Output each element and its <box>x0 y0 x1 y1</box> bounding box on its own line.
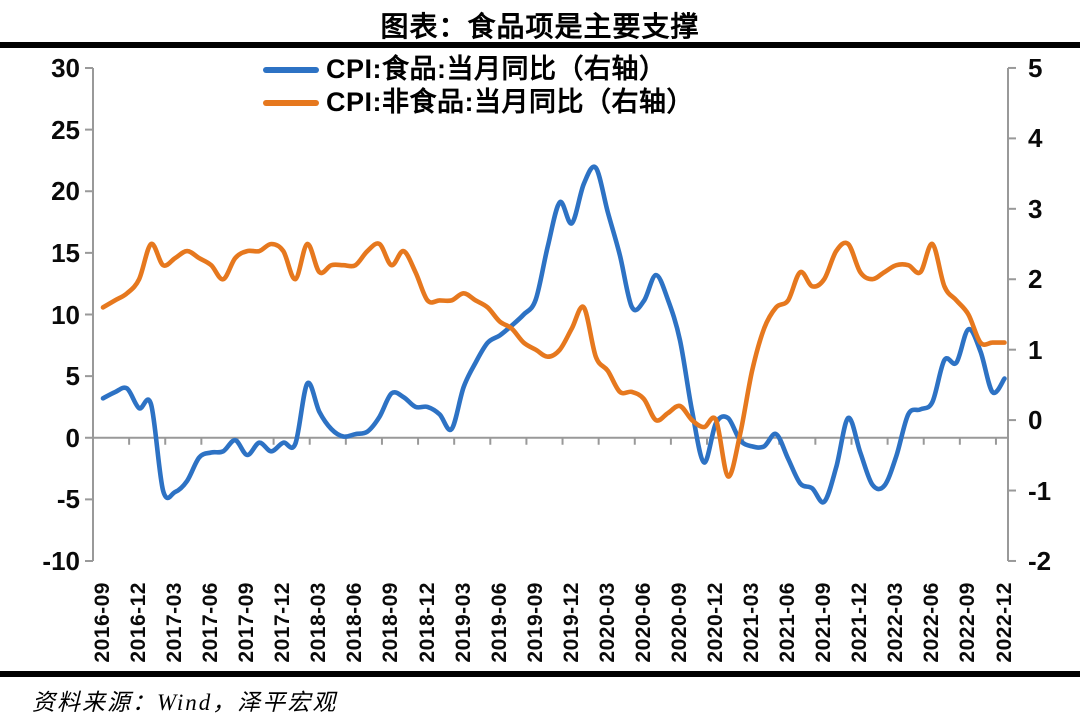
right-axis-tick-label: -1 <box>1028 475 1052 506</box>
right-axis-tick-label: 0 <box>1028 405 1043 436</box>
left-axis-tick-label: -5 <box>56 484 80 515</box>
right-axis-tick-label: 2 <box>1028 264 1043 295</box>
x-axis-tick-label: 2019-12 <box>559 582 583 663</box>
x-axis-tick-label: 2016-09 <box>91 582 114 663</box>
x-axis-tick-label: 2021-09 <box>812 582 836 663</box>
x-axis-tick-label: 2018-03 <box>307 582 331 663</box>
source-note: 资料来源：Wind，泽平宏观 <box>32 690 338 715</box>
x-axis-tick-label: 2017-12 <box>271 582 295 663</box>
x-axis-tick-label: 2020-06 <box>631 582 655 663</box>
bottom-divider <box>0 671 1080 677</box>
legend-line-swatch-icon <box>263 99 319 106</box>
legend-item: CPI:非食品:当月同比（右轴） <box>263 86 694 119</box>
x-axis-tick-label: 2022-06 <box>920 582 944 663</box>
left-axis-tick-label: 25 <box>51 114 80 145</box>
right-axis-tick-label: 3 <box>1028 193 1043 224</box>
x-axis-tick-label: 2020-12 <box>704 582 728 663</box>
legend-item-label: CPI:食品:当月同比（右轴） <box>326 54 667 84</box>
chart-title: 图表：食品项是主要支撑 <box>380 12 700 43</box>
x-axis-tick-label: 2022-12 <box>992 582 1016 663</box>
left-axis-tick-label: 0 <box>65 422 80 453</box>
x-axis-tick-label: 2022-03 <box>884 582 908 663</box>
x-axis-tick-label: 2021-06 <box>776 582 800 663</box>
left-axis-tick-label: 10 <box>51 299 80 330</box>
right-axis-tick-label: 1 <box>1028 334 1043 365</box>
x-axis-tick-label: 2017-06 <box>199 582 223 663</box>
left-axis-tick-label: 5 <box>65 361 80 392</box>
x-axis-tick-label: 2022-09 <box>956 582 980 663</box>
left-axis-tick-label: 20 <box>51 176 80 207</box>
x-axis-tick-label: 2019-09 <box>523 582 547 663</box>
x-axis-tick-label: 2020-09 <box>667 582 691 663</box>
left-axis-tick-label: 15 <box>51 237 80 268</box>
left-axis-labels: 30 25 20 15 10 5 0 -5 -10 <box>0 0 80 719</box>
x-axis-tick-label: 2017-09 <box>235 582 259 663</box>
legend-item-label: CPI:非食品:当月同比（右轴） <box>326 87 694 117</box>
food-cpi-line <box>100 164 1007 505</box>
x-axis-tick-label: 2019-03 <box>451 582 475 663</box>
legend: CPI:食品:当月同比（右轴） CPI:非食品:当月同比（右轴） <box>263 53 694 119</box>
top-divider <box>0 42 1080 48</box>
x-axis-tick-label: 2018-12 <box>415 582 439 663</box>
legend-line-swatch-icon <box>263 66 319 73</box>
x-axis-tick-label: 2018-06 <box>343 582 367 663</box>
right-axis-tick-label: 5 <box>1028 52 1043 83</box>
x-axis-tick-label: 2016-12 <box>127 582 151 663</box>
x-axis-tick-label: 2021-12 <box>848 582 872 663</box>
x-axis-tick-label: 2018-09 <box>379 582 403 663</box>
right-axis-tick-label: -2 <box>1028 545 1052 576</box>
right-axis-tick-label: 4 <box>1028 123 1043 154</box>
x-axis-tick-label: 2020-03 <box>595 582 619 663</box>
x-axis-tick-label: 2019-06 <box>487 582 511 663</box>
right-axis-labels: 5 4 3 2 1 0 -1 -2 <box>1028 0 1080 719</box>
x-axis-tick-label: 2021-03 <box>740 582 764 663</box>
x-axis-tick-label: 2017-03 <box>163 582 187 663</box>
legend-item: CPI:食品:当月同比（右轴） <box>263 53 694 86</box>
nonfood-cpi-line <box>100 240 1007 479</box>
left-axis-tick-label: -10 <box>42 546 80 576</box>
left-axis-tick-label: 30 <box>51 53 80 83</box>
